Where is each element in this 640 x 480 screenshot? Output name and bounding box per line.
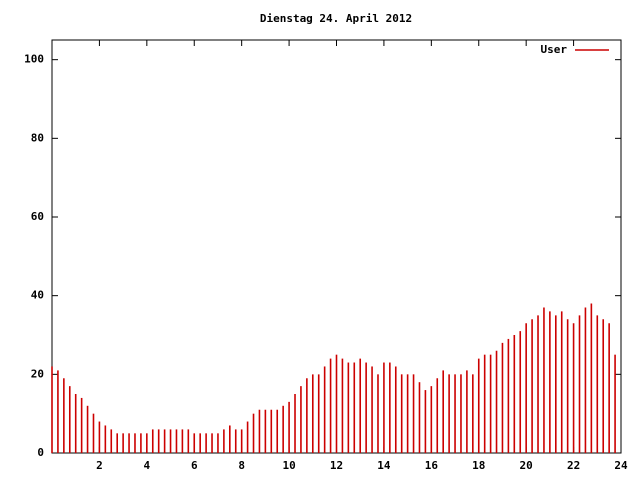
x-tick-label: 2: [96, 459, 103, 472]
y-tick-label: 40: [31, 289, 44, 302]
x-tick-label: 4: [144, 459, 151, 472]
y-tick-label: 20: [31, 367, 44, 380]
x-tick-label: 18: [472, 459, 485, 472]
y-tick-label: 100: [24, 53, 44, 66]
chart-title: Dienstag 24. April 2012: [260, 12, 412, 25]
x-tick-label: 24: [614, 459, 628, 472]
y-tick-label: 0: [37, 446, 44, 459]
legend-label: User: [541, 43, 568, 56]
x-tick-label: 16: [425, 459, 439, 472]
x-tick-label: 20: [520, 459, 533, 472]
y-tick-label: 60: [31, 210, 44, 223]
x-tick-label: 8: [238, 459, 245, 472]
x-tick-label: 12: [330, 459, 343, 472]
x-tick-label: 22: [567, 459, 580, 472]
x-tick-label: 14: [377, 459, 391, 472]
x-tick-label: 6: [191, 459, 198, 472]
y-tick-label: 80: [31, 131, 44, 144]
x-tick-label: 10: [282, 459, 295, 472]
